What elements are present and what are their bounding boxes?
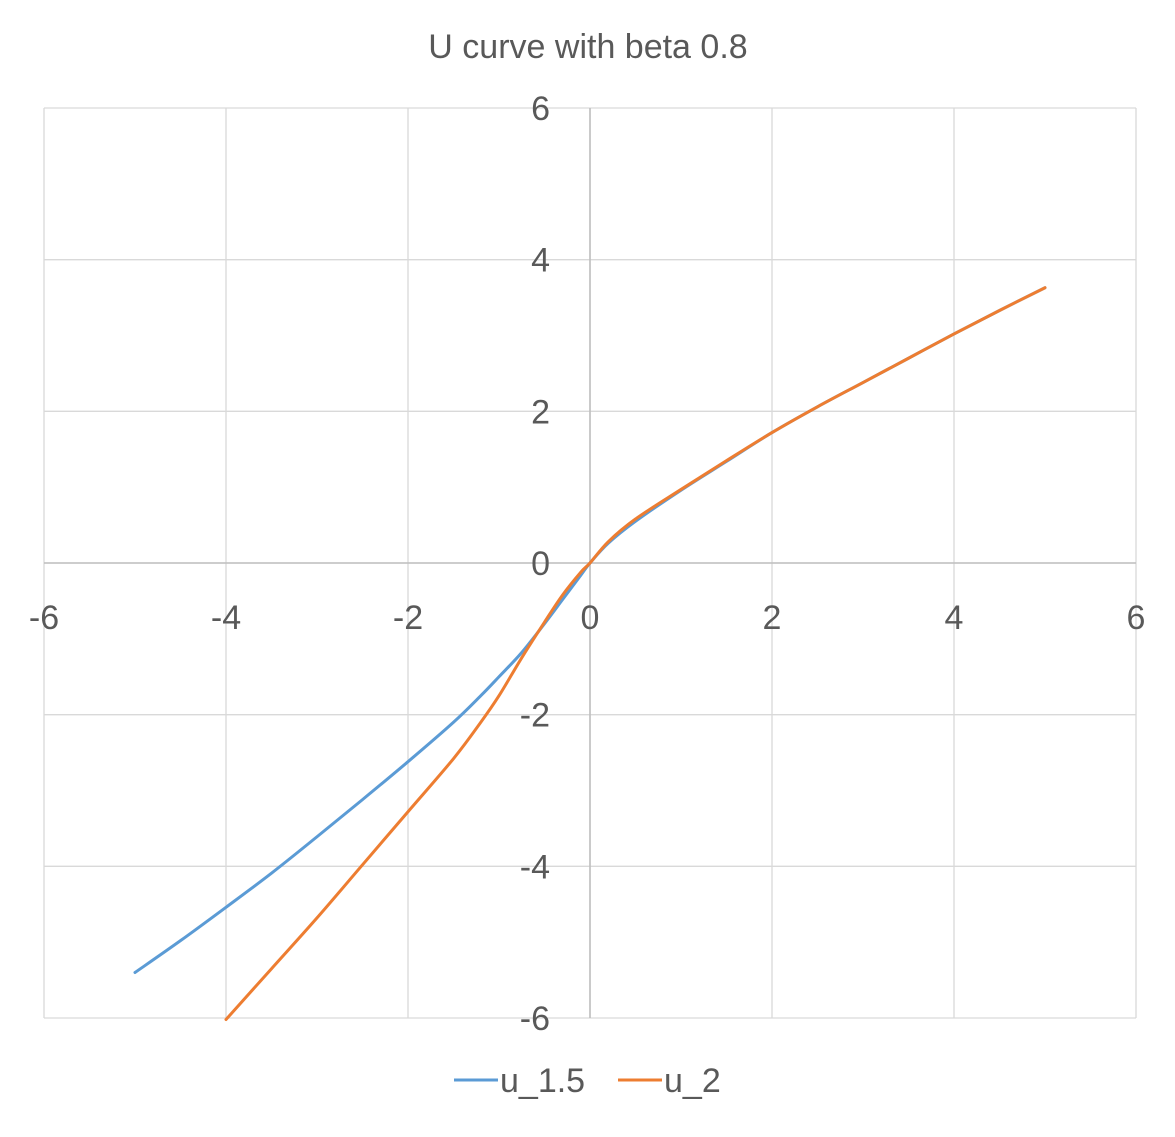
legend: u_1.5 u_2 bbox=[454, 1062, 721, 1100]
x-tick-label: 6 bbox=[1127, 599, 1146, 637]
y-tick-label: -2 bbox=[520, 697, 550, 735]
x-tick-label: 4 bbox=[945, 599, 964, 637]
chart-title: U curve with beta 0.8 bbox=[428, 28, 747, 66]
legend-label-u-1-5: u_1.5 bbox=[500, 1062, 585, 1100]
tick-labels: -6 -4 -2 0 2 4 6 -6 -4 -2 0 2 4 6 bbox=[29, 90, 1146, 1038]
x-tick-label: 2 bbox=[763, 599, 782, 637]
x-tick-label: -4 bbox=[211, 599, 241, 637]
y-tick-label: 6 bbox=[531, 90, 550, 128]
legend-label-u-2: u_2 bbox=[664, 1062, 721, 1100]
series-line-u-2 bbox=[224, 286, 1047, 1022]
y-tick-label: 0 bbox=[531, 545, 550, 583]
x-tick-label: -6 bbox=[29, 599, 59, 637]
x-tick-label: -2 bbox=[393, 599, 423, 637]
series bbox=[133, 286, 1047, 1022]
x-tick-label: 0 bbox=[581, 599, 600, 637]
y-tick-label: -6 bbox=[520, 1000, 550, 1038]
y-tick-label: 4 bbox=[531, 242, 550, 280]
y-tick-label: 2 bbox=[531, 393, 550, 431]
y-tick-label: -4 bbox=[520, 848, 550, 886]
